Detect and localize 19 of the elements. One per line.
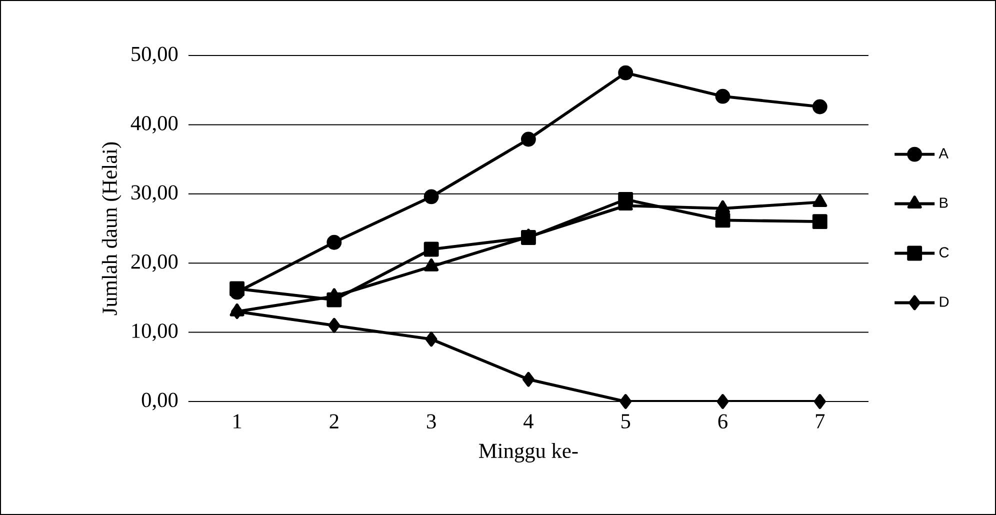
y-tick-label: 10,00 [132,324,178,342]
x-tick-label: 4 [524,414,534,428]
legend-label: B [940,198,948,208]
legend-label: A [938,148,948,158]
y-axis-title: Jumlah daun (Helai) [102,142,122,316]
x-tick-label: 1 [234,414,242,428]
x-tick-label: 7 [816,414,825,428]
x-tick-label: 5 [622,414,630,428]
x-tick-label: 3 [427,414,436,429]
legend-label: D [940,296,949,307]
x-tick-label: 2 [330,414,338,428]
y-tick-label: 50,00 [132,46,178,64]
y-tick-label: 0,00 [142,392,178,410]
y-tick-label: 20,00 [131,254,178,272]
x-axis-title: Minggu ke- [478,443,578,462]
y-tick-label: 40,00 [130,116,178,134]
legend-label: C [939,247,949,258]
y-tick-label: 30,00 [131,185,178,203]
x-tick-label: 6 [718,414,728,429]
